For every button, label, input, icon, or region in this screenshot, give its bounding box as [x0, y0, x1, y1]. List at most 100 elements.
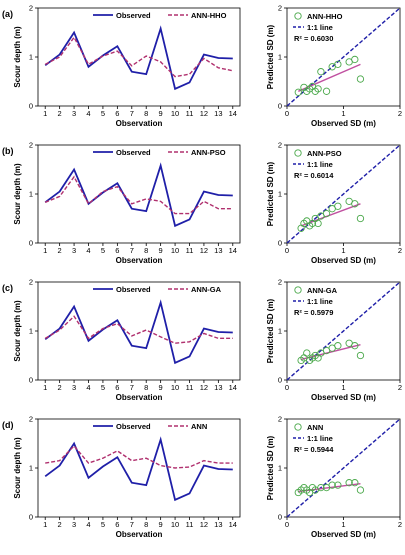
x-tick-label: 12	[200, 109, 208, 118]
y-tick-label: 0	[29, 102, 33, 111]
legend-label: Observed	[116, 11, 151, 20]
r2-annotation: R² = 0.5979	[294, 308, 333, 317]
panel-label: (d)	[2, 420, 14, 430]
x-tick-label: 14	[229, 520, 237, 529]
scatter-point	[328, 481, 336, 489]
x-tick-label: 2	[58, 383, 62, 392]
x-tick-label: 14	[229, 383, 237, 392]
x-tick-label: 2	[58, 246, 62, 255]
x-tick-label: 4	[86, 383, 90, 392]
x-tick-label: 9	[159, 520, 163, 529]
y-tick-label: 1	[278, 464, 282, 473]
scatter-point	[356, 351, 365, 360]
y-axis-title: Scour depth (m)	[13, 26, 22, 88]
legend-marker	[294, 286, 302, 294]
x-tick-label: 0	[285, 246, 289, 255]
x-tick-label: 9	[159, 246, 163, 255]
x-tick-label: 10	[171, 246, 179, 255]
identity-line	[286, 281, 401, 381]
x-tick-label: 5	[101, 109, 105, 118]
scatter-point	[351, 342, 359, 350]
x-tick-label: 6	[115, 520, 119, 529]
y-tick-label: 2	[29, 141, 33, 150]
legend-label: 1:1 line	[307, 297, 333, 306]
x-tick-label: 11	[186, 246, 194, 255]
scatter-point	[314, 85, 322, 93]
legend-label: ANN	[307, 423, 323, 432]
y-axis-title: Scour depth (m)	[13, 437, 22, 499]
series-line-observed	[44, 436, 233, 502]
x-tick-label: 6	[115, 383, 119, 392]
legend-marker	[294, 423, 302, 431]
r2-annotation: R² = 0.6030	[294, 34, 333, 43]
x-axis-title: Observation	[116, 393, 163, 402]
y-tick-label: 0	[29, 376, 33, 385]
series-line-observed	[44, 162, 233, 228]
y-axis-title: Predicted SD (m)	[266, 161, 275, 226]
identity-line	[286, 418, 401, 518]
y-tick-label: 1	[29, 190, 33, 199]
y-axis-title: Scour depth (m)	[13, 163, 22, 225]
x-tick-label: 8	[144, 520, 148, 529]
x-tick-label: 8	[144, 109, 148, 118]
x-tick-label: 1	[341, 246, 345, 255]
y-tick-label: 0	[278, 102, 282, 111]
x-tick-label: 13	[214, 109, 222, 118]
x-tick-label: 2	[398, 383, 402, 392]
x-tick-label: 12	[200, 246, 208, 255]
y-tick-label: 1	[29, 327, 33, 336]
y-tick-label: 0	[278, 239, 282, 248]
x-tick-label: 14	[229, 109, 237, 118]
x-tick-label: 4	[86, 246, 90, 255]
y-tick-label: 2	[29, 4, 33, 13]
x-tick-label: 11	[186, 383, 194, 392]
x-tick-label: 7	[130, 246, 134, 255]
x-tick-label: 4	[86, 109, 90, 118]
x-tick-label: 13	[214, 246, 222, 255]
scatter-point	[351, 55, 359, 64]
line-plot-frame	[37, 7, 241, 107]
legend-label: ANN-HHO	[191, 11, 227, 20]
y-tick-label: 1	[278, 327, 282, 336]
series-line-predicted	[45, 444, 233, 469]
x-axis-title: Observation	[116, 530, 163, 539]
legend-marker	[294, 12, 302, 20]
x-tick-label: 5	[101, 520, 105, 529]
x-axis-title: Observed SD (m)	[311, 393, 376, 402]
line-plot-frame	[37, 144, 241, 244]
y-tick-label: 1	[278, 53, 282, 62]
x-tick-label: 11	[186, 109, 194, 118]
x-tick-label: 1	[43, 109, 47, 118]
legend-label: Observed	[116, 285, 151, 294]
scatter-point	[317, 68, 325, 76]
x-tick-label: 5	[101, 383, 105, 392]
trend-line	[300, 344, 361, 361]
legend-label: ANN-HHO	[307, 12, 343, 21]
x-tick-label: 2	[398, 246, 402, 255]
scatter-point	[356, 75, 365, 83]
x-tick-label: 1	[341, 383, 345, 392]
x-tick-label: 12	[200, 383, 208, 392]
scatter-point	[356, 486, 365, 494]
series-line-observed	[44, 25, 233, 91]
x-tick-label: 11	[186, 520, 194, 529]
series-line-observed	[44, 299, 233, 365]
y-axis-title: Predicted SD (m)	[266, 24, 275, 89]
y-tick-label: 1	[29, 464, 33, 473]
x-tick-label: 3	[72, 520, 76, 529]
x-tick-label: 6	[115, 109, 119, 118]
x-tick-label: 3	[72, 383, 76, 392]
legend-label: Observed	[116, 148, 151, 157]
legend-label: 1:1 line	[307, 23, 333, 32]
legend-marker	[294, 149, 302, 157]
panel-label: (b)	[2, 146, 14, 156]
identity-line	[286, 144, 401, 244]
scatter-point	[334, 202, 342, 210]
scatter-point	[334, 342, 342, 350]
x-axis-title: Observed SD (m)	[311, 119, 376, 128]
